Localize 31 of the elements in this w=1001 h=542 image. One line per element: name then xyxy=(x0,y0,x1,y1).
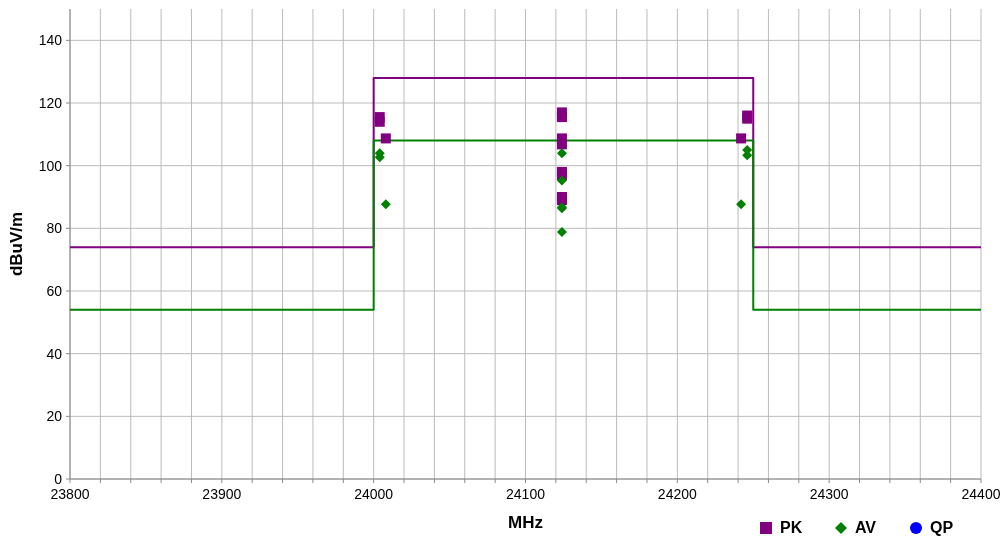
point xyxy=(374,116,385,127)
point xyxy=(556,175,567,186)
x-tick-label: 24200 xyxy=(657,486,698,502)
y-axis-title: dBuV/m xyxy=(7,211,26,277)
y-tick-label: 100 xyxy=(38,157,63,174)
y-tick-label: 40 xyxy=(46,345,63,362)
y-tick-label: 140 xyxy=(38,32,63,49)
y-tick-label: 20 xyxy=(46,408,63,425)
x-tick-label: 23800 xyxy=(50,486,90,502)
x-tick-label: 24300 xyxy=(809,486,849,502)
point xyxy=(736,133,747,144)
legend-label: PK xyxy=(780,519,803,536)
x-tick-label: 24400 xyxy=(961,486,1001,502)
x-tick-label: 24100 xyxy=(506,486,546,502)
x-axis-title: MHz xyxy=(508,513,543,532)
point xyxy=(556,195,567,206)
point xyxy=(556,227,567,238)
y-tick-label: 60 xyxy=(46,283,63,299)
x-tick-label: 23900 xyxy=(202,486,242,502)
legend-label: QP xyxy=(930,519,954,536)
point xyxy=(556,148,567,159)
legend-label: AV xyxy=(855,519,877,536)
point xyxy=(380,199,391,210)
y-tick-label: 0 xyxy=(54,471,63,487)
point xyxy=(380,133,391,144)
y-tick-label: 120 xyxy=(38,95,63,111)
y-tick-label: 80 xyxy=(46,220,63,237)
x-tick-label: 24000 xyxy=(354,486,394,502)
point xyxy=(556,112,567,123)
point xyxy=(736,199,747,210)
point xyxy=(556,139,567,150)
